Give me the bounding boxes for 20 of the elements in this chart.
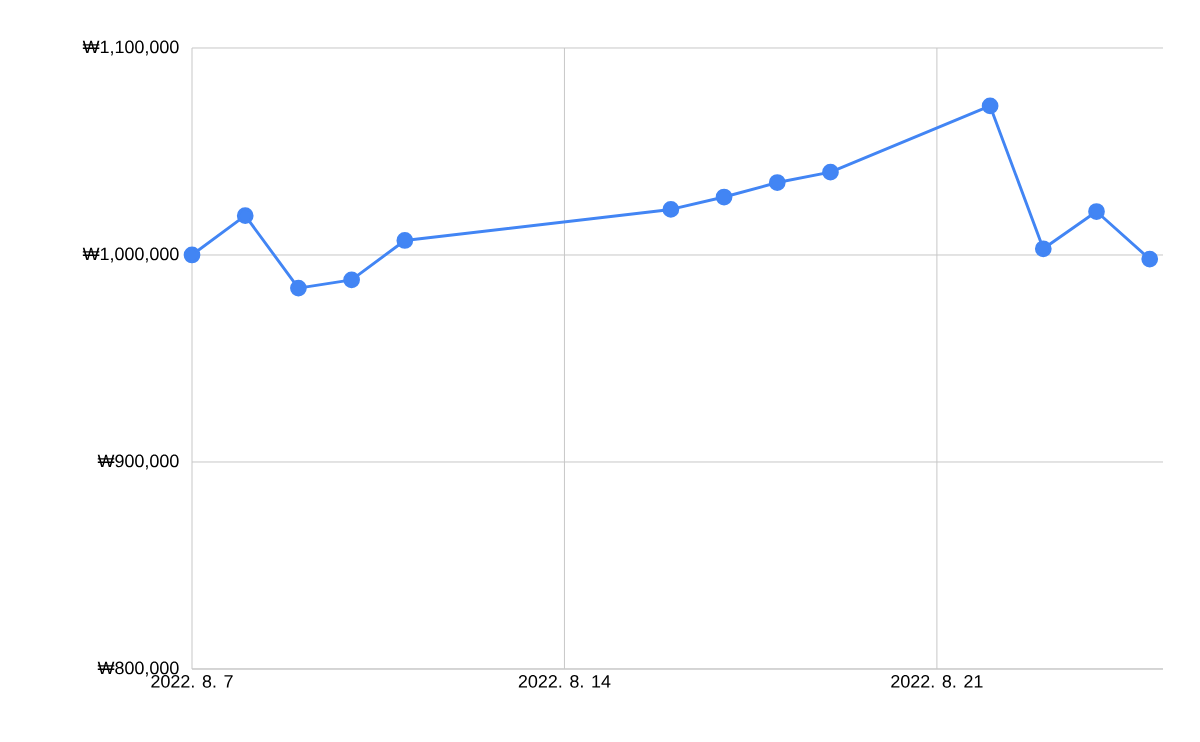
- point: [343, 271, 360, 289]
- point: [822, 163, 839, 181]
- x-tick-label: 2022. 8. 7: [151, 675, 233, 688]
- y-tick-label: ₩1,100,000: [82, 40, 179, 56]
- point: [396, 232, 414, 249]
- point: [1141, 250, 1159, 268]
- y-tick-label: ₩1,000,000: [82, 247, 179, 263]
- point: [768, 174, 786, 191]
- point: [662, 201, 680, 218]
- point: [715, 188, 733, 206]
- x-tick-label: 2022. 8. 14: [518, 675, 611, 688]
- point: [981, 97, 999, 115]
- point: [1034, 240, 1052, 258]
- y-tick-label: ₩900,000: [97, 454, 179, 470]
- y-tick-label: ₩800,000: [97, 661, 179, 677]
- point: [236, 207, 254, 225]
- x-tick-label: 2022. 8. 21: [891, 675, 983, 688]
- point: [1088, 203, 1105, 220]
- point: [183, 246, 201, 264]
- point: [290, 279, 307, 297]
